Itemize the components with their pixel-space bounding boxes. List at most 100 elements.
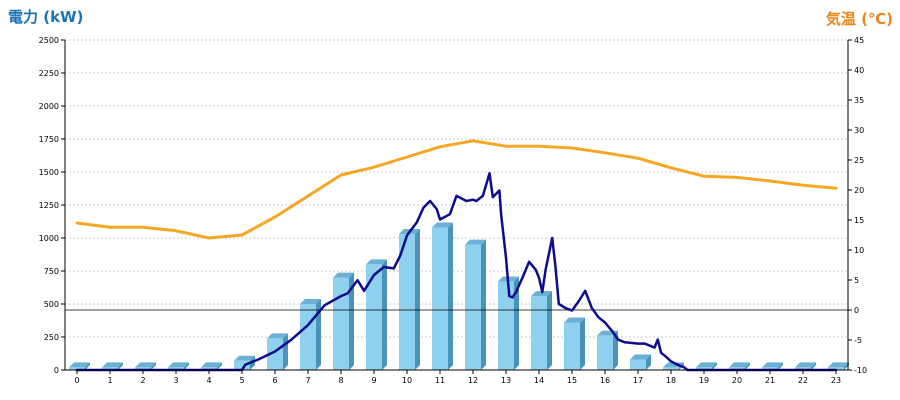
right-tick-label: 20 xyxy=(854,186,864,195)
x-tick-label: 3 xyxy=(173,376,178,385)
bar-front xyxy=(234,360,250,370)
bar xyxy=(630,354,651,370)
bar-top xyxy=(828,362,849,368)
x-tick-label: 12 xyxy=(468,376,478,385)
bar-side xyxy=(151,362,156,370)
bar xyxy=(762,362,783,370)
x-tick-label: 5 xyxy=(239,376,244,385)
x-tick-label: 0 xyxy=(74,376,79,385)
bar xyxy=(135,362,156,370)
bar-front xyxy=(762,367,778,370)
bar-side xyxy=(712,362,717,370)
bar-top xyxy=(531,291,552,297)
left-tick-label: 750 xyxy=(44,267,59,276)
bar-front xyxy=(399,234,415,370)
bar-top xyxy=(432,222,453,228)
right-tick-label: 40 xyxy=(854,66,864,75)
bar-front xyxy=(135,367,151,370)
bar-side xyxy=(580,317,585,370)
bar-front xyxy=(267,338,283,370)
right-tick-label: 0 xyxy=(854,306,859,315)
left-tick-label: 1750 xyxy=(39,135,59,144)
bar-top xyxy=(630,354,651,360)
x-tick-label: 20 xyxy=(732,376,742,385)
bar-front xyxy=(201,367,217,370)
x-tick-label: 10 xyxy=(402,376,412,385)
bar-top xyxy=(795,362,816,368)
x-tick-label: 18 xyxy=(666,376,676,385)
bar-front xyxy=(564,322,580,370)
bar-side xyxy=(382,259,387,370)
bar-front xyxy=(102,367,118,370)
right-tick-label: 30 xyxy=(854,126,864,135)
bar xyxy=(531,291,552,370)
x-tick-label: 22 xyxy=(798,376,808,385)
bar-series xyxy=(69,222,849,370)
x-tick-label: 23 xyxy=(831,376,841,385)
bar xyxy=(729,362,750,370)
bar-side xyxy=(184,362,189,370)
bar-front xyxy=(498,281,514,370)
bar-front xyxy=(630,359,646,370)
bar xyxy=(399,229,420,370)
bar xyxy=(168,362,189,370)
x-tick-label: 4 xyxy=(206,376,211,385)
bar-side xyxy=(415,229,420,370)
bar-side xyxy=(778,362,783,370)
bar xyxy=(498,276,519,370)
bar-top xyxy=(267,333,288,339)
bar-side xyxy=(745,362,750,370)
x-tick-label: 15 xyxy=(567,376,577,385)
left-tick-label: 500 xyxy=(44,300,59,309)
bar-side xyxy=(613,330,618,370)
bar-top xyxy=(135,362,156,368)
left-axis-title: 電力 (kW) xyxy=(8,8,83,26)
bar-front xyxy=(795,367,811,370)
right-tick-label: 10 xyxy=(854,246,864,255)
bar-top xyxy=(300,299,321,304)
x-tick-label: 6 xyxy=(272,376,277,385)
power-line xyxy=(75,172,838,372)
x-tick-label: 8 xyxy=(338,376,343,385)
right-tick-label: 35 xyxy=(854,96,864,105)
bar-front xyxy=(663,367,679,370)
bar-top xyxy=(168,362,189,368)
bar xyxy=(564,317,585,370)
x-tick-label: 19 xyxy=(699,376,709,385)
bar-side xyxy=(646,354,651,370)
axes: 02505007501000125015001750200022502500-1… xyxy=(39,36,867,385)
x-tick-label: 9 xyxy=(371,376,376,385)
left-tick-label: 1000 xyxy=(39,234,59,243)
bar-front xyxy=(69,367,85,370)
bar-side xyxy=(547,291,552,370)
grid-lines xyxy=(65,39,848,338)
right-tick-label: 25 xyxy=(854,156,864,165)
bar-front xyxy=(597,335,613,370)
x-tick-label: 21 xyxy=(765,376,775,385)
bar-top xyxy=(366,259,387,265)
right-tick-label: -5 xyxy=(854,336,862,345)
bar-side xyxy=(448,222,453,370)
left-tick-label: 1500 xyxy=(39,168,59,177)
bar xyxy=(201,362,222,370)
bar-front xyxy=(333,277,349,370)
bar-top xyxy=(696,362,717,368)
bar-side xyxy=(349,272,354,370)
left-tick-label: 1250 xyxy=(39,201,59,210)
bar xyxy=(597,330,618,370)
bar xyxy=(333,272,354,370)
bar-front xyxy=(432,227,448,370)
right-tick-label: 15 xyxy=(854,216,864,225)
left-tick-label: 0 xyxy=(54,366,59,375)
bar-top xyxy=(729,362,750,368)
bar-side xyxy=(481,239,486,370)
left-tick-label: 2000 xyxy=(39,102,59,111)
bar xyxy=(102,362,123,370)
bar-front xyxy=(531,296,547,370)
bar-side xyxy=(85,362,90,370)
bar-front xyxy=(465,244,481,370)
x-tick-label: 14 xyxy=(534,376,544,385)
bar-side xyxy=(811,362,816,370)
bar-top xyxy=(762,362,783,368)
